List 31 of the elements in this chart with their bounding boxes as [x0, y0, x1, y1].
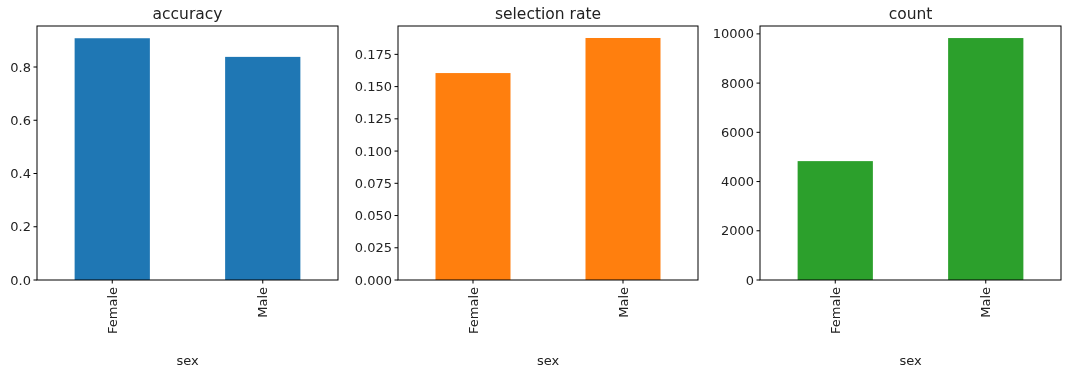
- x-tick-label: Male: [978, 287, 994, 318]
- y-tick-label: 0.0: [10, 272, 31, 288]
- y-tick-label: 0.075: [354, 175, 392, 191]
- y-tick-label: 0.125: [354, 111, 392, 127]
- y-tick-label: 0: [745, 272, 754, 288]
- y-tick-label: 2000: [720, 223, 754, 239]
- x-axis-title: sex: [176, 353, 199, 368]
- y-tick-label: 0.175: [354, 46, 392, 62]
- y-tick-label: 0.025: [354, 240, 392, 256]
- y-tick-label: 0.4: [10, 166, 31, 182]
- x-tick-label: Male: [255, 287, 271, 318]
- y-tick-label: 0.2: [10, 219, 31, 235]
- y-tick-label: 0.150: [354, 79, 392, 95]
- x-tick-label: Female: [465, 287, 481, 335]
- x-tick-label: Female: [104, 287, 120, 335]
- x-tick-label: Male: [615, 287, 631, 318]
- y-tick-label: 0.8: [10, 59, 31, 75]
- chart-title: selection rate: [494, 5, 602, 23]
- x-tick-label: Female: [827, 287, 843, 335]
- y-tick-label: 0.100: [354, 143, 392, 159]
- y-tick-label: 10000: [712, 26, 754, 42]
- y-tick-label: 0.000: [354, 272, 392, 288]
- y-tick-label: 6000: [720, 124, 754, 140]
- chart-title: accuracy: [152, 5, 223, 23]
- y-tick-label: 4000: [720, 174, 754, 190]
- x-axis-title: sex: [899, 353, 922, 368]
- y-tick-label: 8000: [720, 75, 754, 91]
- x-axis-title: sex: [536, 353, 560, 368]
- y-tick-label: 0.050: [354, 208, 392, 224]
- y-tick-label: 0.6: [10, 112, 31, 128]
- chart-title: count: [888, 5, 933, 23]
